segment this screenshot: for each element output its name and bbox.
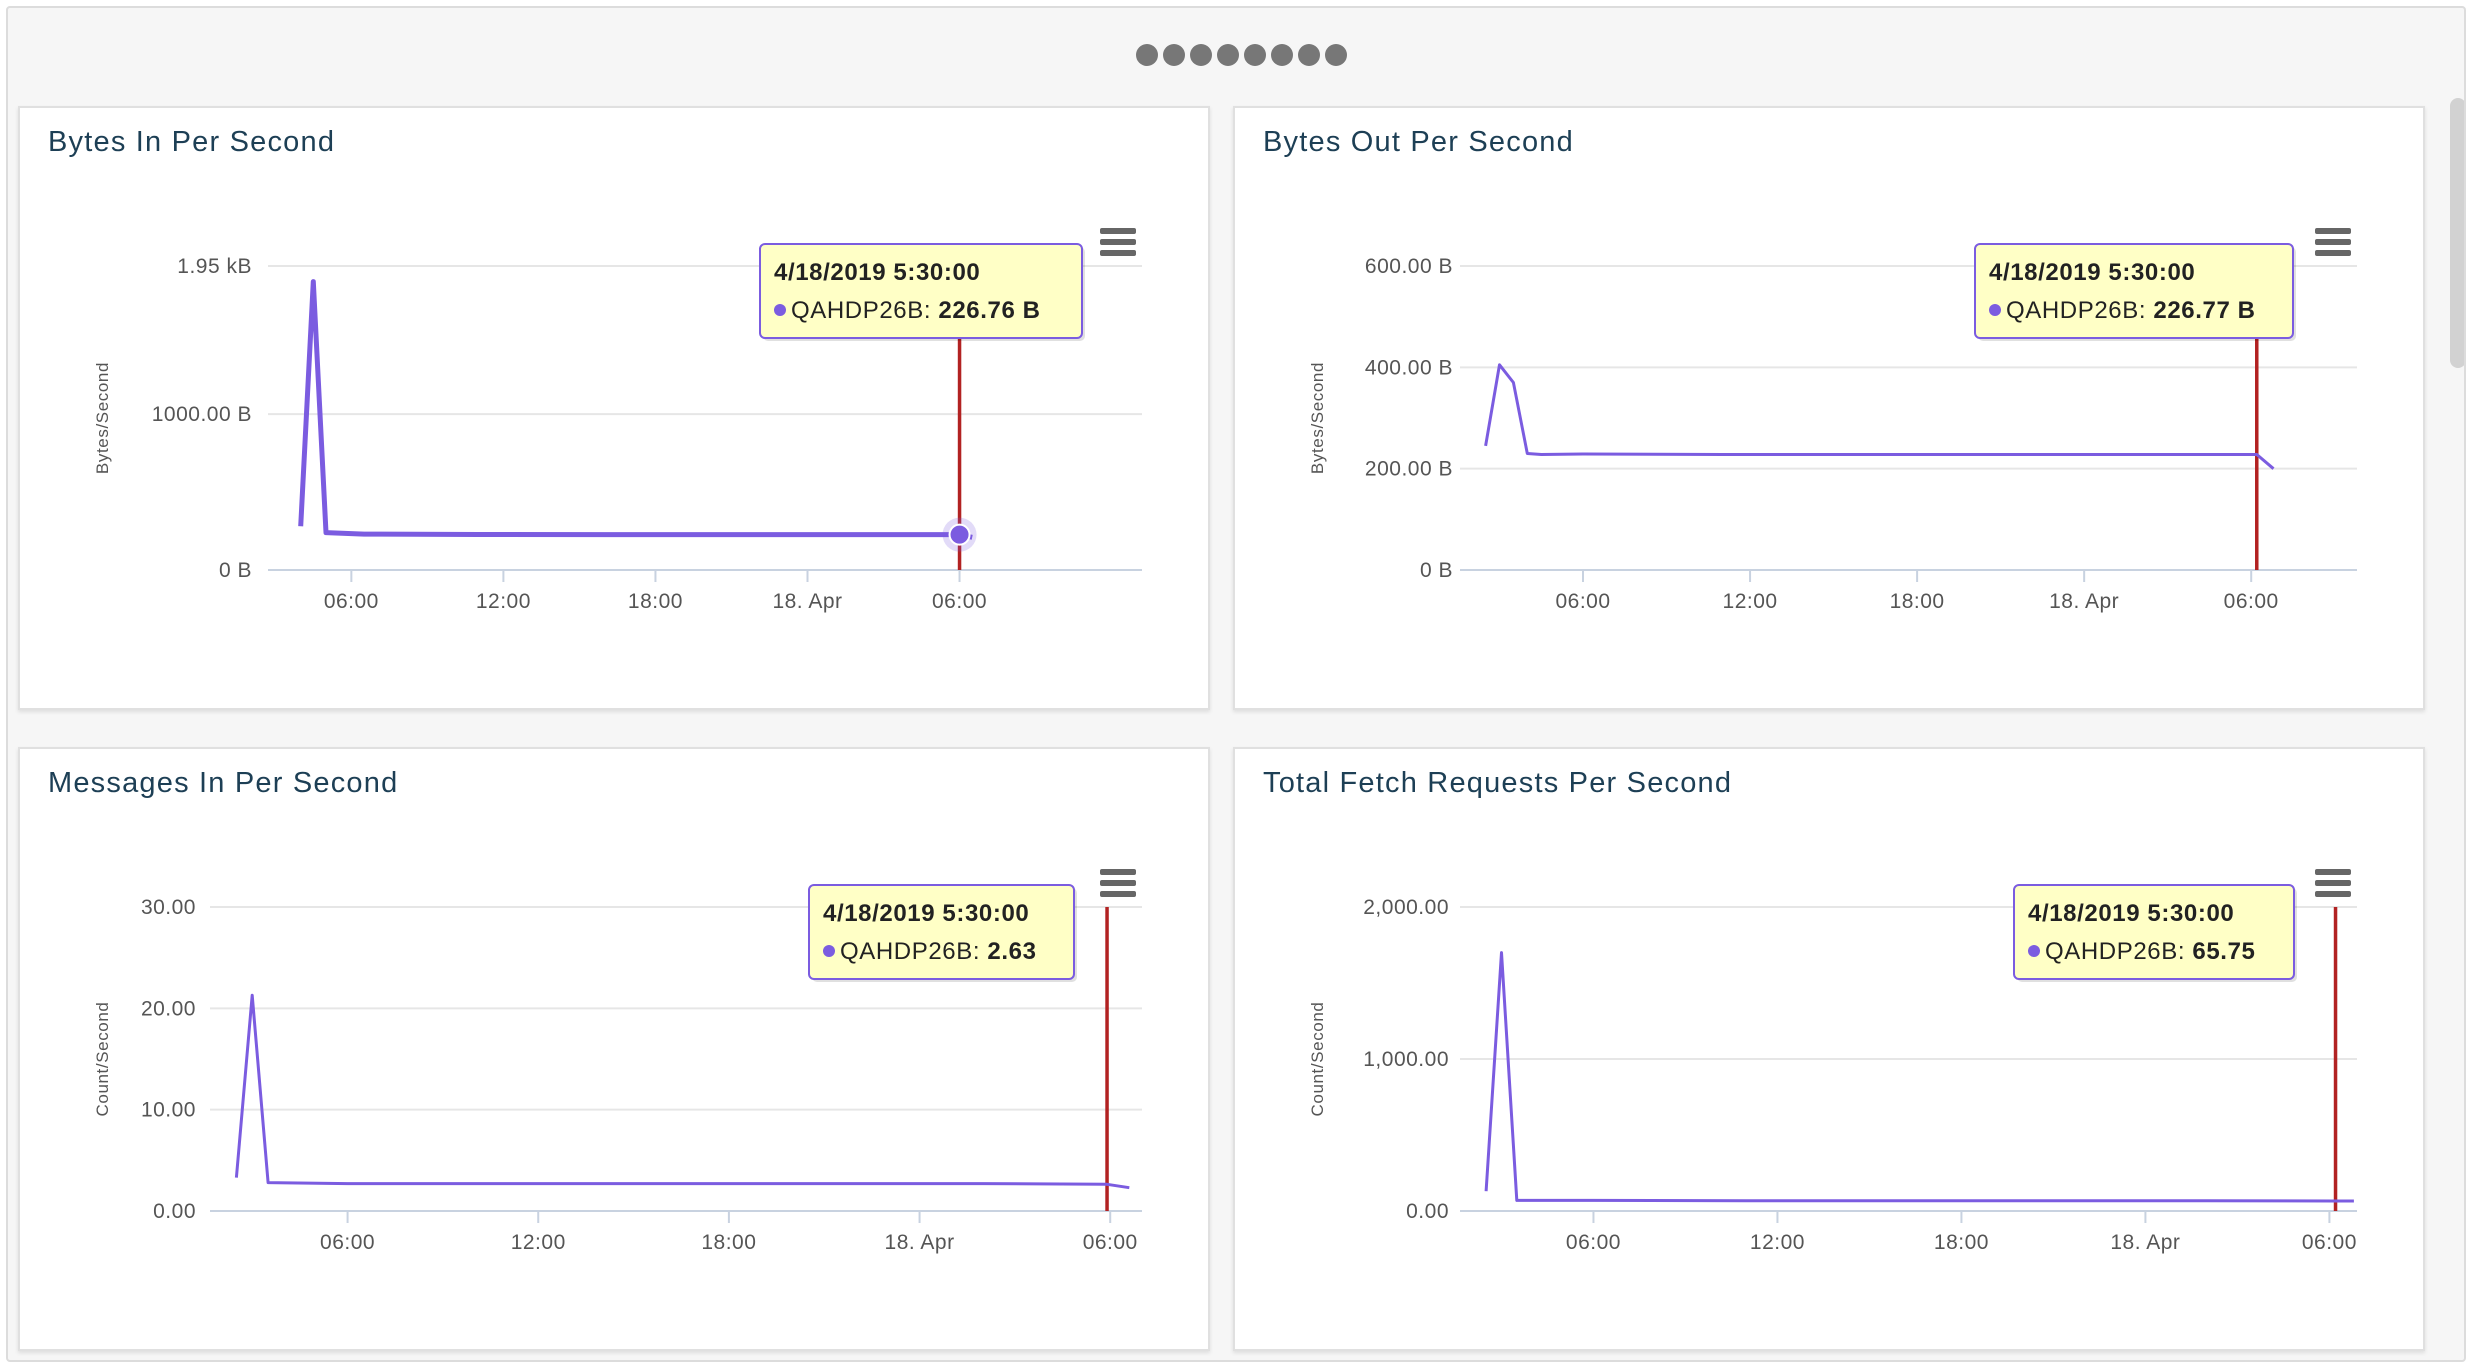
hamburger-menu-icon[interactable] — [1096, 224, 1140, 264]
series-line[interactable] — [234, 993, 1130, 1190]
y-tick-label: 0 B — [1420, 559, 1453, 582]
y-tick-label: 1.95 kB — [177, 255, 252, 278]
x-tick-label: 12:00 — [476, 590, 531, 613]
tooltip-series-value: QAHDP26B: 226.77 B — [2006, 297, 2256, 324]
chart-panel-fetch-requests: Total Fetch Requests Per Second 0.00 1,00… — [1233, 747, 2425, 1351]
x-tick-label: 06:00 — [2224, 590, 2279, 613]
y-tick-label: 600.00 B — [1365, 255, 1453, 278]
pager-dot[interactable] — [1136, 44, 1158, 66]
tooltip-date: 4/18/2019 5:30:00 — [1989, 259, 2195, 286]
series-marker-dot — [1989, 304, 2001, 316]
y-tick-label: 0 B — [219, 559, 252, 582]
series-marker-dot — [2028, 945, 2040, 957]
messages-in-chart: 0.00 10.00 20.00 30.00 06:00 12:00 18:00 18. Ap… — [93, 865, 1142, 1254]
hamburger-menu-icon[interactable] — [1096, 865, 1140, 905]
tooltip-series-name: QAHDP26B — [2006, 297, 2139, 324]
y-tick-label: 200.00 B — [1365, 458, 1453, 481]
series-line[interactable] — [1484, 363, 2275, 470]
x-tick-label: 06:00 — [1083, 1231, 1138, 1254]
x-tick-label: 12:00 — [511, 1231, 566, 1254]
pager-dot[interactable] — [1217, 44, 1239, 66]
y-axis-title: Bytes/Second — [93, 362, 112, 474]
pager-dot[interactable] — [1163, 44, 1185, 66]
bytes-out-chart: 0 B 200.00 B 400.00 B 600.00 B 06:00 12:00 18:… — [1308, 224, 2357, 613]
pager-dot[interactable] — [1271, 44, 1293, 66]
y-tick-label: 30.00 — [141, 896, 196, 919]
tooltip-series-value: QAHDP26B: 2.63 — [840, 938, 1037, 965]
x-tick-label: 12:00 — [1723, 590, 1778, 613]
x-tick-label: 06:00 — [2302, 1231, 2357, 1254]
tooltip-value: 65.75 — [2192, 938, 2255, 965]
series-marker-dot — [774, 304, 786, 316]
hover-point[interactable] — [948, 523, 971, 546]
tooltip-series-name: QAHDP26B — [791, 297, 924, 324]
tooltip-date: 4/18/2019 5:30:00 — [774, 259, 980, 286]
y-axis-title: Count/Second — [1308, 1002, 1327, 1117]
hamburger-menu-icon[interactable] — [2311, 865, 2355, 905]
x-tick-label: 18:00 — [701, 1231, 756, 1254]
y-axis-title: Count/Second — [93, 1002, 112, 1117]
chart-panel-bytes-in: Bytes In Per Second 0 B 1000.00 B 1.95 kB 0… — [18, 106, 1210, 710]
panel-title: Total Fetch Requests Per Second — [1263, 767, 1733, 799]
x-tick-label: 18. Apr — [772, 590, 842, 613]
vertical-scrollbar[interactable] — [2450, 98, 2464, 368]
chart-panel-bytes-out: Bytes Out Per Second 0 B 200.00 B 400.00 B… — [1233, 106, 2425, 710]
fetch-requests-chart: 0.00 1,000.00 2,000.00 06:00 12:00 18:00 18. A… — [1308, 865, 2357, 1254]
chart-tooltip: 4/18/2019 5:30:00 QAHDP26B: 226.76 B — [759, 243, 1085, 341]
x-tick-label: 18:00 — [1890, 590, 1945, 613]
tooltip-date: 4/18/2019 5:30:00 — [823, 900, 1029, 927]
panel-title: Messages In Per Second — [48, 767, 399, 799]
series-line[interactable] — [1484, 951, 2354, 1203]
carousel-pager — [1136, 44, 1347, 68]
panel-title: Bytes In Per Second — [48, 126, 336, 158]
x-tick-label: 12:00 — [1750, 1231, 1805, 1254]
x-tick-label: 06:00 — [932, 590, 987, 613]
y-tick-label: 400.00 B — [1365, 356, 1453, 379]
tooltip-value: 2.63 — [987, 938, 1036, 965]
y-tick-label: 2,000.00 — [1363, 896, 1449, 919]
chart-tooltip: 4/18/2019 5:30:00 QAHDP26B: 2.63 — [808, 884, 1077, 982]
x-tick-label: 06:00 — [1555, 590, 1610, 613]
tooltip-value: 226.76 B — [938, 297, 1040, 324]
panel-title: Bytes Out Per Second — [1263, 126, 1574, 158]
y-axis-title: Bytes/Second — [1308, 362, 1327, 474]
x-tick-label: 18:00 — [1934, 1231, 1989, 1254]
series-marker-dot — [823, 945, 835, 957]
chart-panel-messages-in: Messages In Per Second 0.00 10.00 20.00 30.… — [18, 747, 1210, 1351]
x-tick-label: 06:00 — [324, 590, 379, 613]
x-tick-label: 18. Apr — [2110, 1231, 2180, 1254]
tooltip-date: 4/18/2019 5:30:00 — [2028, 900, 2234, 927]
chart-tooltip: 4/18/2019 5:30:00 QAHDP26B: 65.75 — [2013, 884, 2297, 982]
tooltip-series-value: QAHDP26B: 226.76 B — [791, 297, 1041, 324]
x-tick-label: 18. Apr — [885, 1231, 955, 1254]
pager-dot[interactable] — [1190, 44, 1212, 66]
tooltip-series-name: QAHDP26B — [2045, 938, 2178, 965]
x-tick-label: 06:00 — [320, 1231, 375, 1254]
chart-tooltip: 4/18/2019 5:30:00 QAHDP26B: 226.77 B — [1974, 243, 2296, 341]
y-tick-label: 1000.00 B — [152, 403, 252, 426]
y-tick-label: 20.00 — [141, 997, 196, 1020]
tooltip-value: 226.77 B — [2153, 297, 2255, 324]
tooltip-series-name: QAHDP26B — [840, 938, 973, 965]
y-tick-label: 10.00 — [141, 1099, 196, 1122]
x-tick-label: 18. Apr — [2049, 590, 2119, 613]
tooltip-series-value: QAHDP26B: 65.75 — [2045, 938, 2255, 965]
pager-dot[interactable] — [1298, 44, 1320, 66]
pager-dot[interactable] — [1244, 44, 1266, 66]
y-tick-label: 1,000.00 — [1363, 1048, 1449, 1071]
x-tick-label: 06:00 — [1566, 1231, 1621, 1254]
hamburger-menu-icon[interactable] — [2311, 224, 2355, 264]
y-tick-label: 0.00 — [153, 1200, 196, 1223]
bytes-in-chart: 0 B 1000.00 B 1.95 kB 06:00 12:00 18:00 18. Ap… — [93, 224, 1142, 613]
pager-dot[interactable] — [1325, 44, 1347, 66]
y-tick-label: 0.00 — [1406, 1200, 1449, 1223]
x-tick-label: 18:00 — [628, 590, 683, 613]
